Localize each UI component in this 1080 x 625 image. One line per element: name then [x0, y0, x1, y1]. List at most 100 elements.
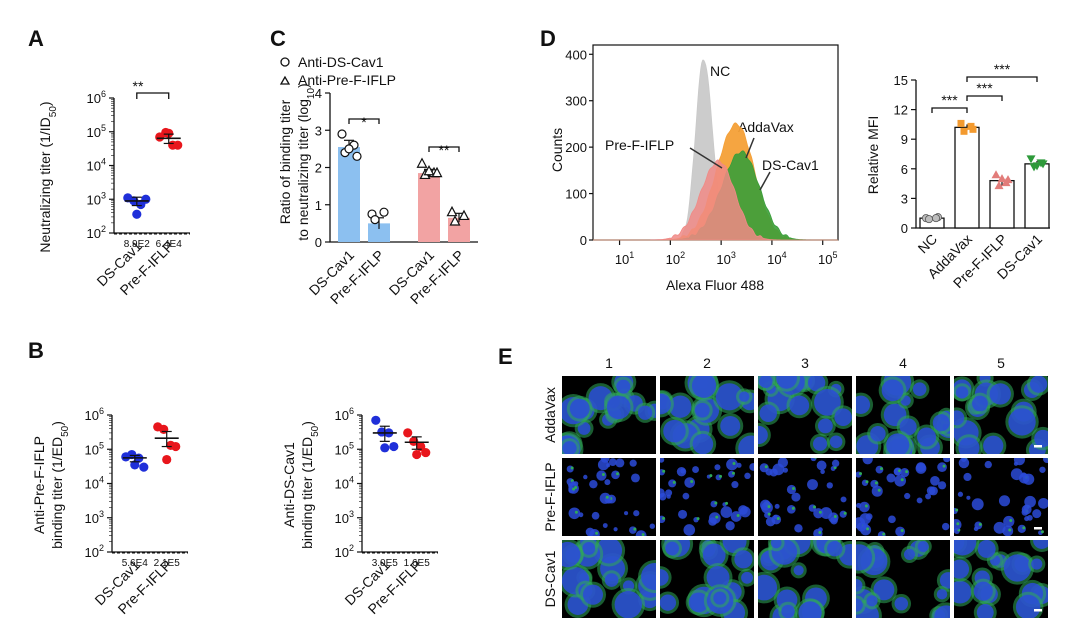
- cell-nucleus: [1021, 504, 1032, 515]
- panel-a-y-tick-label: 103: [87, 190, 106, 207]
- microscopy-tile: [856, 458, 950, 536]
- panel-b2-y-tick-label: 103: [335, 509, 354, 526]
- cell-nucleus: [602, 523, 608, 528]
- cell-nucleus: [859, 501, 870, 513]
- cell-nucleus: [888, 515, 896, 524]
- panel-c-y-axis-label-line1: Ratio of binding titer: [277, 99, 293, 224]
- histogram-y-tick-label: 400: [565, 47, 587, 62]
- mfi-significance-bracket-2: [966, 95, 1003, 101]
- cell-nucleus: [776, 376, 797, 389]
- mfi-significance-bracket-3: [966, 76, 1038, 82]
- panel-b2-point-pre-f-iflp: [409, 436, 419, 446]
- cell-nucleus: [971, 498, 984, 511]
- cell-nucleus: [791, 492, 801, 502]
- cell-nucleus: [637, 405, 653, 420]
- cell-nucleus: [954, 580, 972, 604]
- cell-speck: [672, 480, 676, 484]
- cell-nucleus: [1024, 516, 1030, 522]
- microscopy-tile: [856, 376, 950, 454]
- panel-c-point-circle: [352, 151, 362, 161]
- panel-c-y-axis-label-line2: to neutralizing titer (log10): [295, 83, 317, 240]
- panel-b2-mean-value-label: 1.6E5: [404, 558, 431, 569]
- cell-nucleus: [1031, 558, 1043, 570]
- cell-nucleus: [744, 472, 751, 480]
- cell-nucleus: [1008, 408, 1036, 436]
- cell-nucleus: [774, 503, 780, 509]
- microscopy-tile: [954, 376, 1048, 454]
- cell-speck: [858, 472, 862, 476]
- histogram-y-tick-label: 0: [580, 233, 587, 248]
- cell-nucleus: [770, 540, 782, 549]
- cell-nucleus: [925, 493, 932, 500]
- cell-nucleus: [694, 402, 710, 418]
- panel-c-point-triangle: [449, 215, 461, 226]
- panel-a-point-pre-f-iflp: [164, 128, 174, 138]
- microscopy-tile: [856, 540, 950, 618]
- hist-arrow-addavax: [745, 137, 755, 159]
- panel-b1-mean-value-label: 2.1E5: [154, 558, 181, 569]
- panel-c-y-tick-label: 4: [315, 86, 322, 101]
- panel-a-significance: **: [133, 78, 144, 94]
- cell-nucleus: [936, 588, 948, 600]
- cell-speck: [955, 508, 959, 512]
- panel-c-bar: [368, 223, 390, 242]
- grid-row-label: AddaVax: [542, 387, 558, 443]
- cell-nucleus: [568, 483, 573, 488]
- cell-nucleus: [715, 383, 743, 411]
- panel-label-e: E: [498, 344, 513, 369]
- cell-nucleus: [973, 526, 979, 532]
- cell-nucleus: [738, 435, 754, 454]
- cell-speck: [709, 474, 713, 478]
- panel-a-y-tick-label: 104: [87, 157, 106, 174]
- cell-nucleus: [895, 526, 906, 536]
- cell-nucleus: [665, 489, 673, 497]
- cell-nucleus: [666, 494, 671, 499]
- cell-speck: [1040, 530, 1044, 534]
- cell-nucleus: [1015, 594, 1041, 618]
- cell-speck: [942, 464, 946, 468]
- cell-nucleus: [831, 459, 840, 468]
- cell-nucleus: [633, 510, 640, 517]
- cell-nucleus: [1032, 509, 1042, 519]
- cell-nucleus: [616, 379, 631, 394]
- cell-nucleus: [720, 415, 741, 436]
- cell-nucleus: [759, 376, 773, 389]
- histogram-y-tick-label: 300: [565, 94, 587, 109]
- cell-nucleus: [1003, 515, 1015, 528]
- panel-c-y-tick-label: 2: [315, 161, 322, 176]
- histogram-x-tick-label: 103: [716, 250, 735, 267]
- cell-nucleus: [794, 524, 803, 533]
- cell-speck: [818, 530, 822, 534]
- panel-c-significance-1: *: [361, 114, 367, 130]
- cell-speck: [792, 486, 796, 490]
- histogram-pre-f-iflp-area: [593, 159, 838, 241]
- cell-nucleus: [596, 470, 607, 481]
- cell-nucleus: [816, 460, 827, 471]
- panel-d-x-axis-label: Alexa Fluor 488: [666, 277, 764, 293]
- cell-nucleus: [720, 506, 733, 518]
- cell-nucleus: [660, 594, 677, 611]
- cell-nucleus: [663, 419, 686, 443]
- cell-nucleus: [683, 524, 696, 536]
- cell-speck: [725, 501, 729, 505]
- cell-nucleus: [725, 521, 735, 531]
- cell-nucleus: [582, 541, 596, 555]
- cell-nucleus: [786, 484, 797, 495]
- cell-nucleus: [817, 418, 833, 434]
- cell-nucleus: [606, 463, 611, 468]
- panel-label-b: B: [28, 338, 44, 363]
- scale-bar: [1034, 445, 1042, 448]
- panel-a-y-tick-label: 106: [87, 89, 106, 106]
- legend-circle-marker: [280, 57, 290, 67]
- panel-b2-y-tick-label: 106: [335, 406, 354, 423]
- panel-b2-point-ds-cav1: [377, 427, 387, 437]
- cell-nucleus: [881, 379, 904, 402]
- legend-label-anti-ds-cav1: Anti-DS-Cav1: [298, 54, 384, 70]
- cell-nucleus: [813, 508, 824, 519]
- panel-c-significance-2: **: [439, 142, 450, 158]
- microscopy-tile: [758, 458, 852, 536]
- cell-speck: [900, 529, 904, 533]
- cell-nucleus: [624, 511, 629, 516]
- cell-nucleus: [912, 382, 927, 396]
- cell-speck: [574, 510, 578, 514]
